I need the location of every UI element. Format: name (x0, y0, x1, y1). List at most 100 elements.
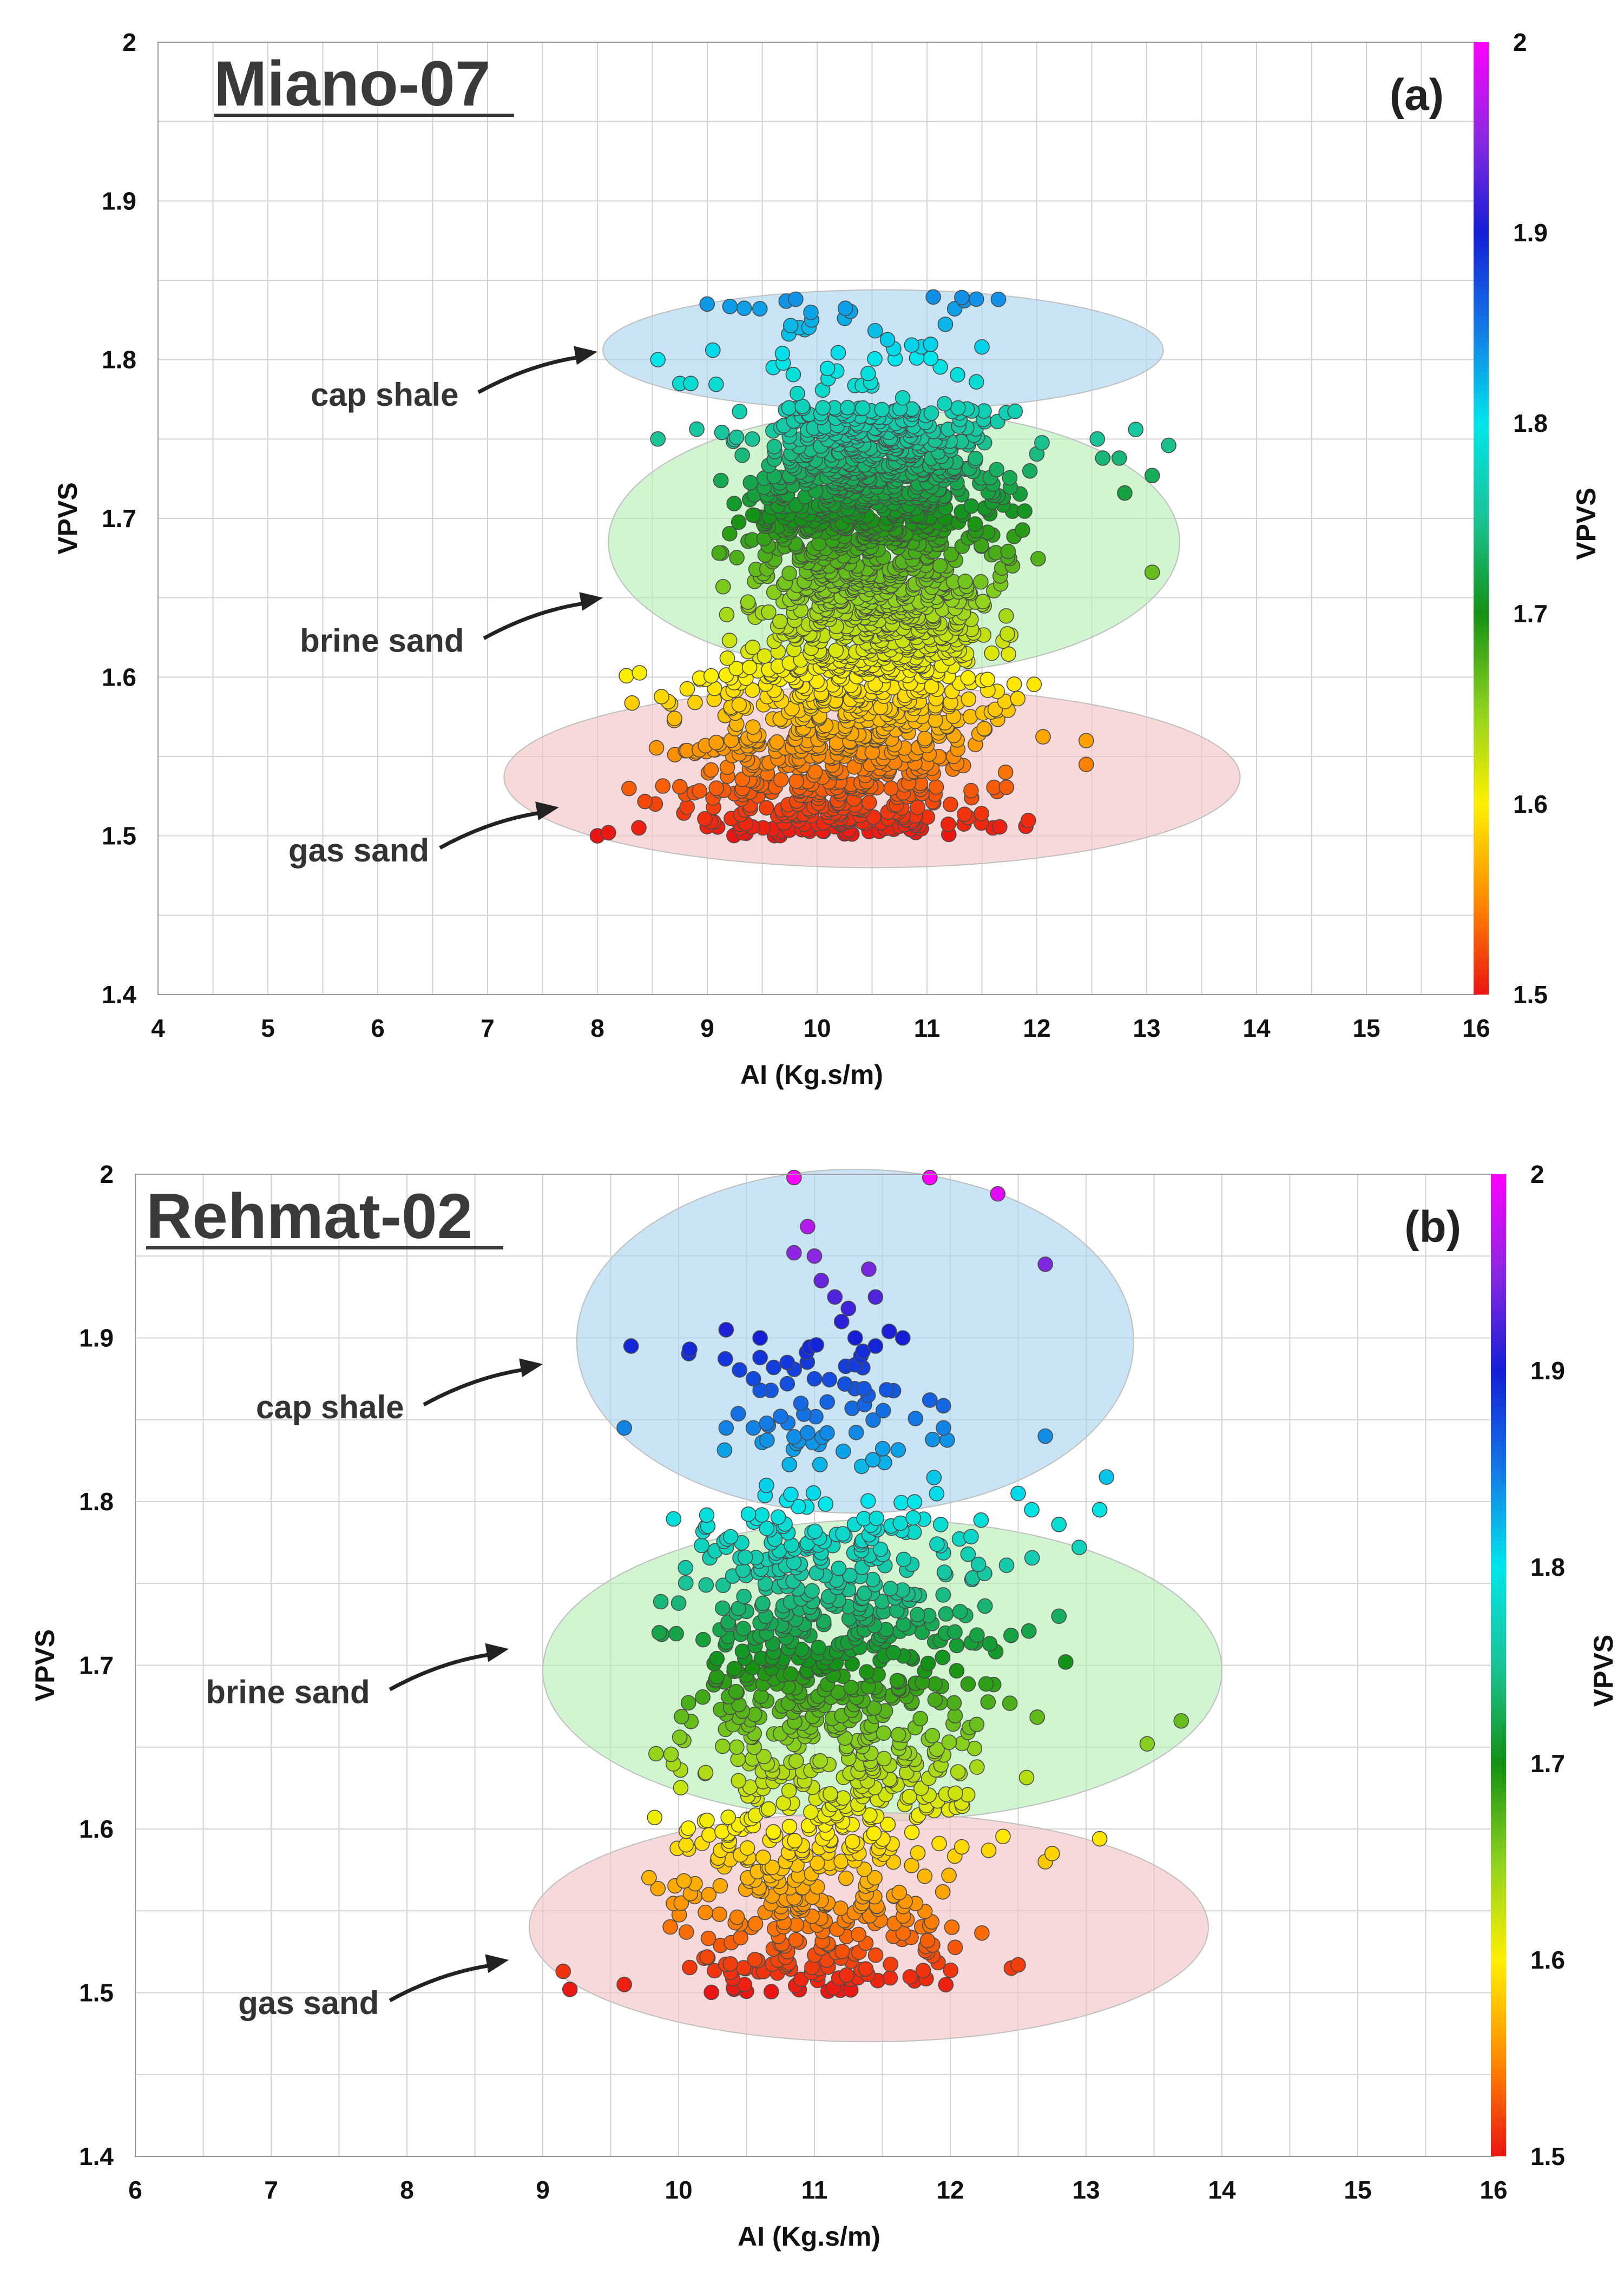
data-point (650, 1880, 666, 1897)
data-point (1018, 1769, 1035, 1786)
data-point (648, 1746, 664, 1762)
data-point (641, 1870, 657, 1886)
data-point (862, 1807, 878, 1823)
data-point (867, 351, 883, 367)
well-title: Rehmat-02 (146, 1181, 472, 1252)
data-point (998, 779, 1015, 795)
data-point (699, 1507, 715, 1523)
data-point (741, 660, 758, 675)
data-point (895, 1330, 911, 1346)
data-point (678, 1575, 694, 1591)
x-tick-label: 14 (1242, 1014, 1271, 1042)
data-point (857, 1585, 872, 1601)
y-tick-label: 1.8 (102, 346, 136, 374)
data-point (695, 1631, 711, 1648)
x-tick-label: 14 (1208, 2176, 1236, 2204)
data-point (759, 1415, 775, 1431)
data-point (960, 1676, 976, 1692)
data-point (902, 1788, 917, 1805)
data-point (773, 1409, 788, 1424)
data-point (919, 1932, 936, 1949)
colorbar-tick-label: 1.6 (1513, 790, 1548, 818)
data-point (828, 642, 844, 659)
colorbar-tick-label: 1.7 (1530, 1749, 1565, 1778)
data-point (807, 1523, 823, 1539)
data-point (910, 1607, 925, 1623)
data-point (854, 400, 871, 416)
data-point (1095, 450, 1111, 466)
data-point (698, 1904, 713, 1920)
data-point (719, 650, 735, 666)
y-tick-label: 2 (100, 1160, 114, 1188)
data-point (668, 1626, 684, 1642)
data-point (867, 1947, 884, 1963)
data-point (984, 645, 1000, 661)
data-point (1010, 1957, 1026, 1973)
data-point (754, 1507, 770, 1523)
zone-arrow-head (535, 801, 559, 820)
data-point (680, 1695, 696, 1711)
data-point (729, 1739, 745, 1755)
data-point (715, 1577, 731, 1594)
colorbar-tick-label: 1.7 (1513, 600, 1548, 628)
data-point (734, 1643, 751, 1659)
data-point (745, 431, 760, 447)
data-point (860, 1493, 876, 1509)
data-point (947, 1939, 963, 1956)
data-point (881, 1324, 897, 1339)
panel-label: (a) (1390, 70, 1444, 120)
data-points (555, 1169, 1189, 2001)
data-point (709, 1669, 725, 1685)
data-point (728, 1683, 744, 1700)
data-point (698, 1765, 714, 1781)
data-point (773, 772, 789, 788)
colorbar-tick-label: 2 (1513, 28, 1527, 56)
data-point (786, 1245, 802, 1261)
data-point (745, 507, 761, 523)
data-point (555, 1963, 571, 1979)
data-point (623, 1338, 639, 1354)
data-point (929, 1741, 945, 1757)
data-point (682, 1959, 698, 1976)
data-point (729, 1909, 745, 1925)
zone-arrow-head (579, 592, 603, 611)
data-point (647, 1810, 663, 1826)
data-point (1079, 756, 1094, 772)
data-point (1010, 1485, 1026, 1502)
data-point (1112, 450, 1127, 466)
y-tick-label: 1.6 (79, 1815, 114, 1843)
data-point (786, 1169, 802, 1186)
data-point (752, 1383, 768, 1398)
data-point (785, 366, 801, 383)
zone-arrow-head (519, 1358, 543, 1377)
data-point (936, 1398, 951, 1414)
zone-arrow-head (485, 1643, 509, 1662)
data-point (812, 1457, 828, 1472)
data-point (779, 1354, 795, 1371)
zone-arrow (389, 1962, 499, 2003)
data-point (923, 405, 939, 421)
data-point (759, 800, 774, 816)
x-tick-label: 15 (1352, 1014, 1380, 1042)
data-point (944, 1919, 960, 1935)
data-point (973, 1512, 989, 1528)
data-point (979, 672, 996, 687)
data-point (883, 1581, 898, 1596)
data-point (745, 640, 761, 655)
data-point (978, 1676, 994, 1692)
data-point (781, 1457, 797, 1472)
data-point (902, 1969, 918, 1985)
data-point (937, 396, 952, 412)
x-tick-label: 8 (590, 1014, 604, 1042)
colorbar-tick-label: 1.9 (1530, 1357, 1565, 1385)
data-point (1003, 1628, 1019, 1643)
data-point (867, 1870, 883, 1886)
data-point (968, 450, 983, 466)
data-point (867, 1289, 884, 1305)
data-point (728, 429, 745, 445)
y-tick-label: 1.5 (79, 1979, 114, 2007)
data-point (1173, 1713, 1189, 1729)
data-point (876, 1751, 892, 1767)
y-tick-label: 1.5 (102, 822, 136, 850)
data-point (963, 782, 979, 799)
